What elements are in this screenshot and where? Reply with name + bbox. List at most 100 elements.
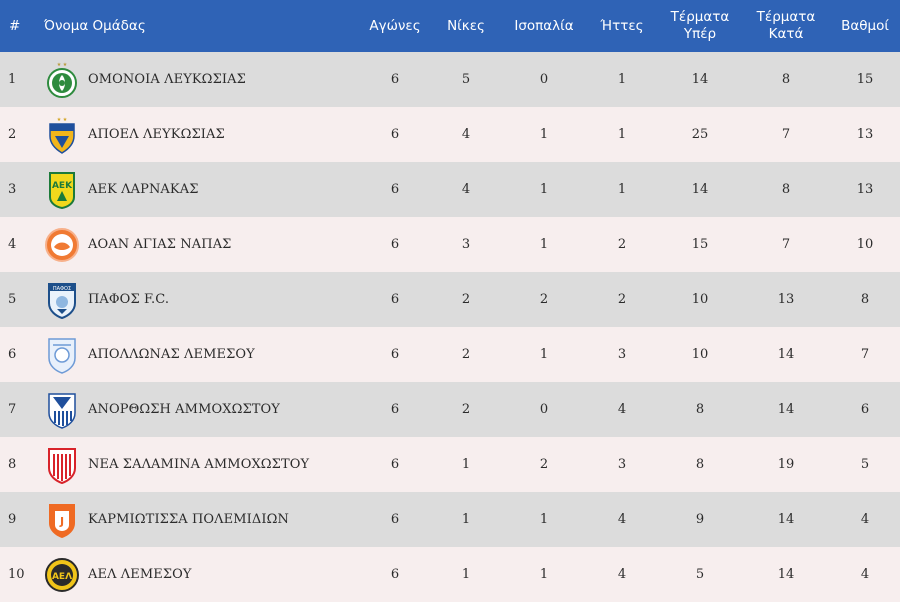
rank-cell: 9 [8,512,17,527]
team-name[interactable]: ΑΕΛ ΛΕΜΕΣΟΥ [88,567,192,582]
team-name[interactable]: ΑΠΟΛΛΩΝΑΣ ΛΕΜΕΣΟΥ [88,347,255,362]
table-row-8[interactable]: 8 ΝΕΑ ΣΑΛΑΜΙΝΑ ΑΜΜΟΧΩΣΤΟΥ 6 1 2 3 8 19 5 [0,437,900,492]
team-name[interactable]: ΟΜΟΝΟΙΑ ΛΕΥΚΩΣΙΑΣ [88,72,246,87]
goals-for-cell: 10 [691,347,709,362]
table-row-6[interactable]: 6 ΑΠΟΛΛΩΝΑΣ ΛΕΜΕΣΟΥ 6 2 1 3 10 14 7 [0,327,900,382]
apollon-crest-icon [44,336,80,374]
svg-text:J: J [59,515,64,528]
header-rank[interactable]: # [9,17,21,34]
nea-salamina-crest-icon [44,446,80,484]
team-cell[interactable]: ΑΟΑΝ ΑΓΙΑΣ ΝΑΠΑΣ [41,217,360,272]
draws-cell: 1 [539,127,549,142]
team-cell[interactable]: J ΚΑΡΜΙΩΤΙΣΣΑ ΠΟΛΕΜΙΔΙΩΝ [41,492,360,547]
played-cell: 6 [390,457,400,472]
played-cell: 6 [390,512,400,527]
table-row-4[interactable]: 4 ΑΟΑΝ ΑΓΙΑΣ ΝΑΠΑΣ 6 3 1 2 15 7 10 [0,217,900,272]
header-row: # Όνομα Ομάδας Αγώνες Νίκες Ισοπαλία Ήττ… [0,0,900,52]
wins-cell: 2 [461,347,471,362]
rank-cell: 8 [8,457,17,472]
wins-cell: 5 [461,72,471,87]
table-row-10[interactable]: 10 ΑΕΛ ΑΕΛ ΛΕΜΕΣΟΥ 6 1 1 4 5 14 4 [0,547,900,602]
team-name[interactable]: ΑΠΟΕΛ ΛΕΥΚΩΣΙΑΣ [88,127,225,142]
team-name[interactable]: ΑΟΑΝ ΑΓΙΑΣ ΝΑΠΑΣ [88,237,232,252]
goals-against-cell: 14 [777,347,795,362]
losses-cell: 1 [617,72,627,87]
goals-against-cell: 14 [777,512,795,527]
draws-cell: 1 [539,567,549,582]
goals-for-cell: 25 [691,127,709,142]
svg-text:ΠΑΦΟΣ: ΠΑΦΟΣ [53,286,71,292]
draws-cell: 2 [539,292,549,307]
anorthosis-crest-icon [44,391,80,429]
draws-cell: 0 [539,402,549,417]
wins-cell: 1 [461,512,471,527]
header-goals-against[interactable]: Τέρματα Κατά [742,0,830,52]
aek-crest-icon: ΑΕΚ [44,171,80,209]
losses-cell: 4 [617,567,627,582]
draws-cell: 0 [539,72,549,87]
rank-cell: 3 [8,182,17,197]
played-cell: 6 [390,402,400,417]
header-goals-against-line1: Τέρματα [756,9,816,25]
team-name[interactable]: ΑΝΟΡΘΩΣΗ ΑΜΜΟΧΩΣΤΟΥ [88,402,280,417]
team-cell[interactable]: ΑΠΟΛΛΩΝΑΣ ΛΕΜΕΣΟΥ [41,327,360,382]
table-row-2[interactable]: 2 ★ ★ ΑΠΟΕΛ ΛΕΥΚΩΣΙΑΣ 6 4 1 1 25 7 13 [0,107,900,162]
header-goals-for[interactable]: Τέρματα Υπέρ [658,0,742,52]
team-cell[interactable]: ΠΑΦΟΣ ΠΑΦΟΣ F.C. [41,272,360,327]
team-name[interactable]: ΝΕΑ ΣΑΛΑΜΙΝΑ ΑΜΜΟΧΩΣΤΟΥ [88,457,310,472]
team-cell[interactable]: ★ ★ ΑΠΟΕΛ ΛΕΥΚΩΣΙΑΣ [41,107,360,162]
draws-cell: 1 [539,182,549,197]
table-row-3[interactable]: 3 ΑΕΚ ΑΕΚ ΛΑΡΝΑΚΑΣ 6 4 1 1 14 8 13 [0,162,900,217]
wins-cell: 1 [461,567,471,582]
rank-cell: 7 [8,402,17,417]
goals-for-cell: 8 [695,402,705,417]
team-cell[interactable]: ΑΕΛ ΑΕΛ ΛΕΜΕΣΟΥ [41,547,360,602]
svg-text:★ ★: ★ ★ [57,117,68,123]
header-goals-for-line1: Τέρματα [670,9,730,25]
table-row-7[interactable]: 7 ΑΝΟΡΘΩΣΗ ΑΜΜΟΧΩΣΤΟΥ 6 2 0 4 8 14 6 [0,382,900,437]
header-wins[interactable]: Νίκες [447,17,485,34]
table-row-1[interactable]: 1 ★ ★ ΟΜΟΝΟΙΑ ΛΕΥΚΩΣΙΑΣ 6 5 0 1 14 8 15 [0,52,900,107]
goals-against-cell: 13 [777,292,795,307]
team-name[interactable]: ΑΕΚ ΛΑΡΝΑΚΑΣ [88,182,199,197]
aoan-crest-icon [44,226,80,264]
wins-cell: 2 [461,292,471,307]
goals-against-cell: 7 [781,237,791,252]
losses-cell: 4 [617,402,627,417]
losses-cell: 3 [617,347,627,362]
played-cell: 6 [390,182,400,197]
team-cell[interactable]: ★ ★ ΟΜΟΝΟΙΑ ΛΕΥΚΩΣΙΑΣ [41,52,360,107]
goals-against-cell: 19 [777,457,795,472]
losses-cell: 4 [617,512,627,527]
header-draws[interactable]: Ισοπαλία [514,17,574,34]
header-played[interactable]: Αγώνες [369,17,421,34]
rank-cell: 6 [8,347,17,362]
goals-for-cell: 15 [691,237,709,252]
svg-text:ΑΕΛ: ΑΕΛ [52,572,72,582]
wins-cell: 4 [461,182,471,197]
header-goals-against-line2: Κατά [768,26,804,42]
team-cell[interactable]: ΑΕΚ ΑΕΚ ΛΑΡΝΑΚΑΣ [41,162,360,217]
goals-against-cell: 14 [777,567,795,582]
team-cell[interactable]: ΑΝΟΡΘΩΣΗ ΑΜΜΟΧΩΣΤΟΥ [41,382,360,437]
header-losses[interactable]: Ήττες [600,17,644,34]
ael-crest-icon: ΑΕΛ [44,556,80,594]
team-cell[interactable]: ΝΕΑ ΣΑΛΑΜΙΝΑ ΑΜΜΟΧΩΣΤΟΥ [41,437,360,492]
table-row-5[interactable]: 5 ΠΑΦΟΣ ΠΑΦΟΣ F.C. 6 2 2 2 10 13 8 [0,272,900,327]
svg-text:★ ★: ★ ★ [57,62,68,68]
team-name[interactable]: ΚΑΡΜΙΩΤΙΣΣΑ ΠΟΛΕΜΙΔΙΩΝ [88,512,289,527]
rank-cell: 5 [8,292,17,307]
rank-cell: 4 [8,237,17,252]
played-cell: 6 [390,567,400,582]
header-team[interactable]: Όνομα Ομάδας [44,17,146,34]
goals-for-cell: 10 [691,292,709,307]
rank-cell: 10 [8,567,25,582]
goals-for-cell: 9 [695,512,705,527]
goals-for-cell: 14 [691,72,709,87]
goals-for-cell: 5 [695,567,705,582]
team-name[interactable]: ΠΑΦΟΣ F.C. [88,292,170,307]
goals-against-cell: 8 [781,72,791,87]
points-cell: 15 [856,72,874,87]
header-points[interactable]: Βαθμοί [841,17,889,34]
table-row-9[interactable]: 9 J ΚΑΡΜΙΩΤΙΣΣΑ ΠΟΛΕΜΙΔΙΩΝ 6 1 1 4 9 14 … [0,492,900,547]
